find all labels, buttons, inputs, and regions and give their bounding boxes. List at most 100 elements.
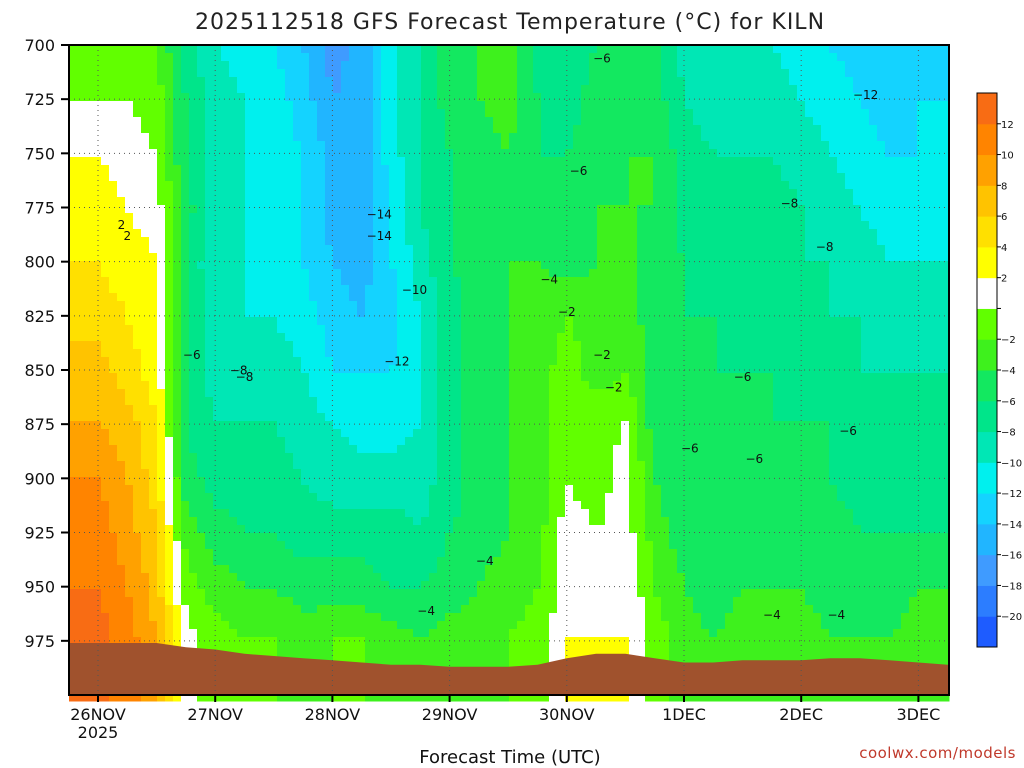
temperature-cell [293,85,302,94]
temperature-cell [933,381,942,390]
temperature-cell [453,205,462,214]
temperature-cell [845,381,854,390]
temperature-cell [669,373,678,382]
temperature-cell [501,237,510,246]
temperature-cell [485,261,494,270]
temperature-cell [397,205,406,214]
temperature-cell [573,101,582,110]
temperature-cell [533,293,542,302]
temperature-cell [437,397,446,406]
temperature-cell [269,357,278,366]
temperature-cell [685,253,694,262]
temperature-cell [261,221,270,230]
temperature-cell [237,173,246,182]
temperature-cell [77,237,86,246]
temperature-cell [821,189,830,198]
temperature-cell [645,101,654,110]
temperature-cell [293,341,302,350]
temperature-cell [325,405,334,414]
temperature-cell [253,221,262,230]
temperature-cell [509,117,518,126]
temperature-cell [397,237,406,246]
temperature-cell [901,101,910,110]
temperature-cell [845,61,854,70]
temperature-cell [933,77,942,86]
temperature-cell [901,237,910,246]
temperature-cell [725,397,734,406]
temperature-cell [365,45,374,54]
temperature-cell [757,397,766,406]
temperature-cell [229,61,238,70]
temperature-cell [165,389,174,398]
temperature-cell [365,141,374,150]
temperature-cell [533,269,542,278]
temperature-cell [549,117,558,126]
temperature-cell [101,221,110,230]
temperature-cell [501,317,510,326]
temperature-cell [501,109,510,118]
temperature-cell [869,229,878,238]
temperature-cell [549,157,558,166]
temperature-cell [925,141,934,150]
temperature-cell [237,53,246,62]
temperature-cell [93,381,102,390]
temperature-cell [829,221,838,230]
temperature-cell [733,245,742,254]
temperature-cell [629,45,638,54]
temperature-cell [493,333,502,342]
temperature-cell [269,349,278,358]
temperature-cell [581,149,590,158]
temperature-cell [365,85,374,94]
temperature-cell [525,109,534,118]
temperature-cell [533,157,542,166]
temperature-cell [733,309,742,318]
temperature-cell [701,397,710,406]
temperature-cell [765,221,774,230]
temperature-cell [661,341,670,350]
temperature-cell [237,213,246,222]
temperature-cell [789,205,798,214]
temperature-cell [829,309,838,318]
temperature-cell [725,117,734,126]
temperature-cell [637,157,646,166]
temperature-cell [69,333,78,342]
temperature-cell [733,45,742,54]
temperature-cell [581,397,590,406]
temperature-cell [269,309,278,318]
temperature-cell [357,189,366,198]
temperature-cell [357,341,366,350]
temperature-cell [141,181,150,190]
temperature-cell [685,45,694,54]
temperature-cell [725,269,734,278]
temperature-cell [197,269,206,278]
temperature-cell [389,149,398,158]
temperature-cell [413,165,422,174]
temperature-cell [165,237,174,246]
temperature-cell [397,181,406,190]
temperature-cell [69,317,78,326]
temperature-cell [805,181,814,190]
temperature-cell [581,285,590,294]
temperature-cell [437,261,446,270]
temperature-cell [317,125,326,134]
temperature-cell [197,77,206,86]
temperature-cell [517,157,526,166]
temperature-cell [285,293,294,302]
temperature-cell [197,285,206,294]
temperature-cell [421,277,430,286]
temperature-cell [237,117,246,126]
temperature-cell [69,181,78,190]
temperature-cell [549,165,558,174]
temperature-cell [557,165,566,174]
temperature-cell [421,229,430,238]
temperature-cell [365,221,374,230]
temperature-cell [845,397,854,406]
temperature-cell [933,157,942,166]
temperature-cell [669,61,678,70]
temperature-cell [669,357,678,366]
temperature-cell [653,61,662,70]
temperature-cell [933,149,942,158]
temperature-cell [461,61,470,70]
temperature-cell [261,205,270,214]
temperature-cell [829,373,838,382]
